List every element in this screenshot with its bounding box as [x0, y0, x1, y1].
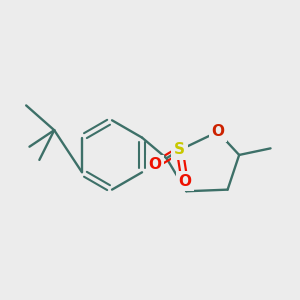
Text: O: O — [148, 158, 161, 172]
Text: O: O — [178, 174, 191, 189]
Text: S: S — [174, 142, 185, 158]
Text: O: O — [211, 124, 224, 139]
